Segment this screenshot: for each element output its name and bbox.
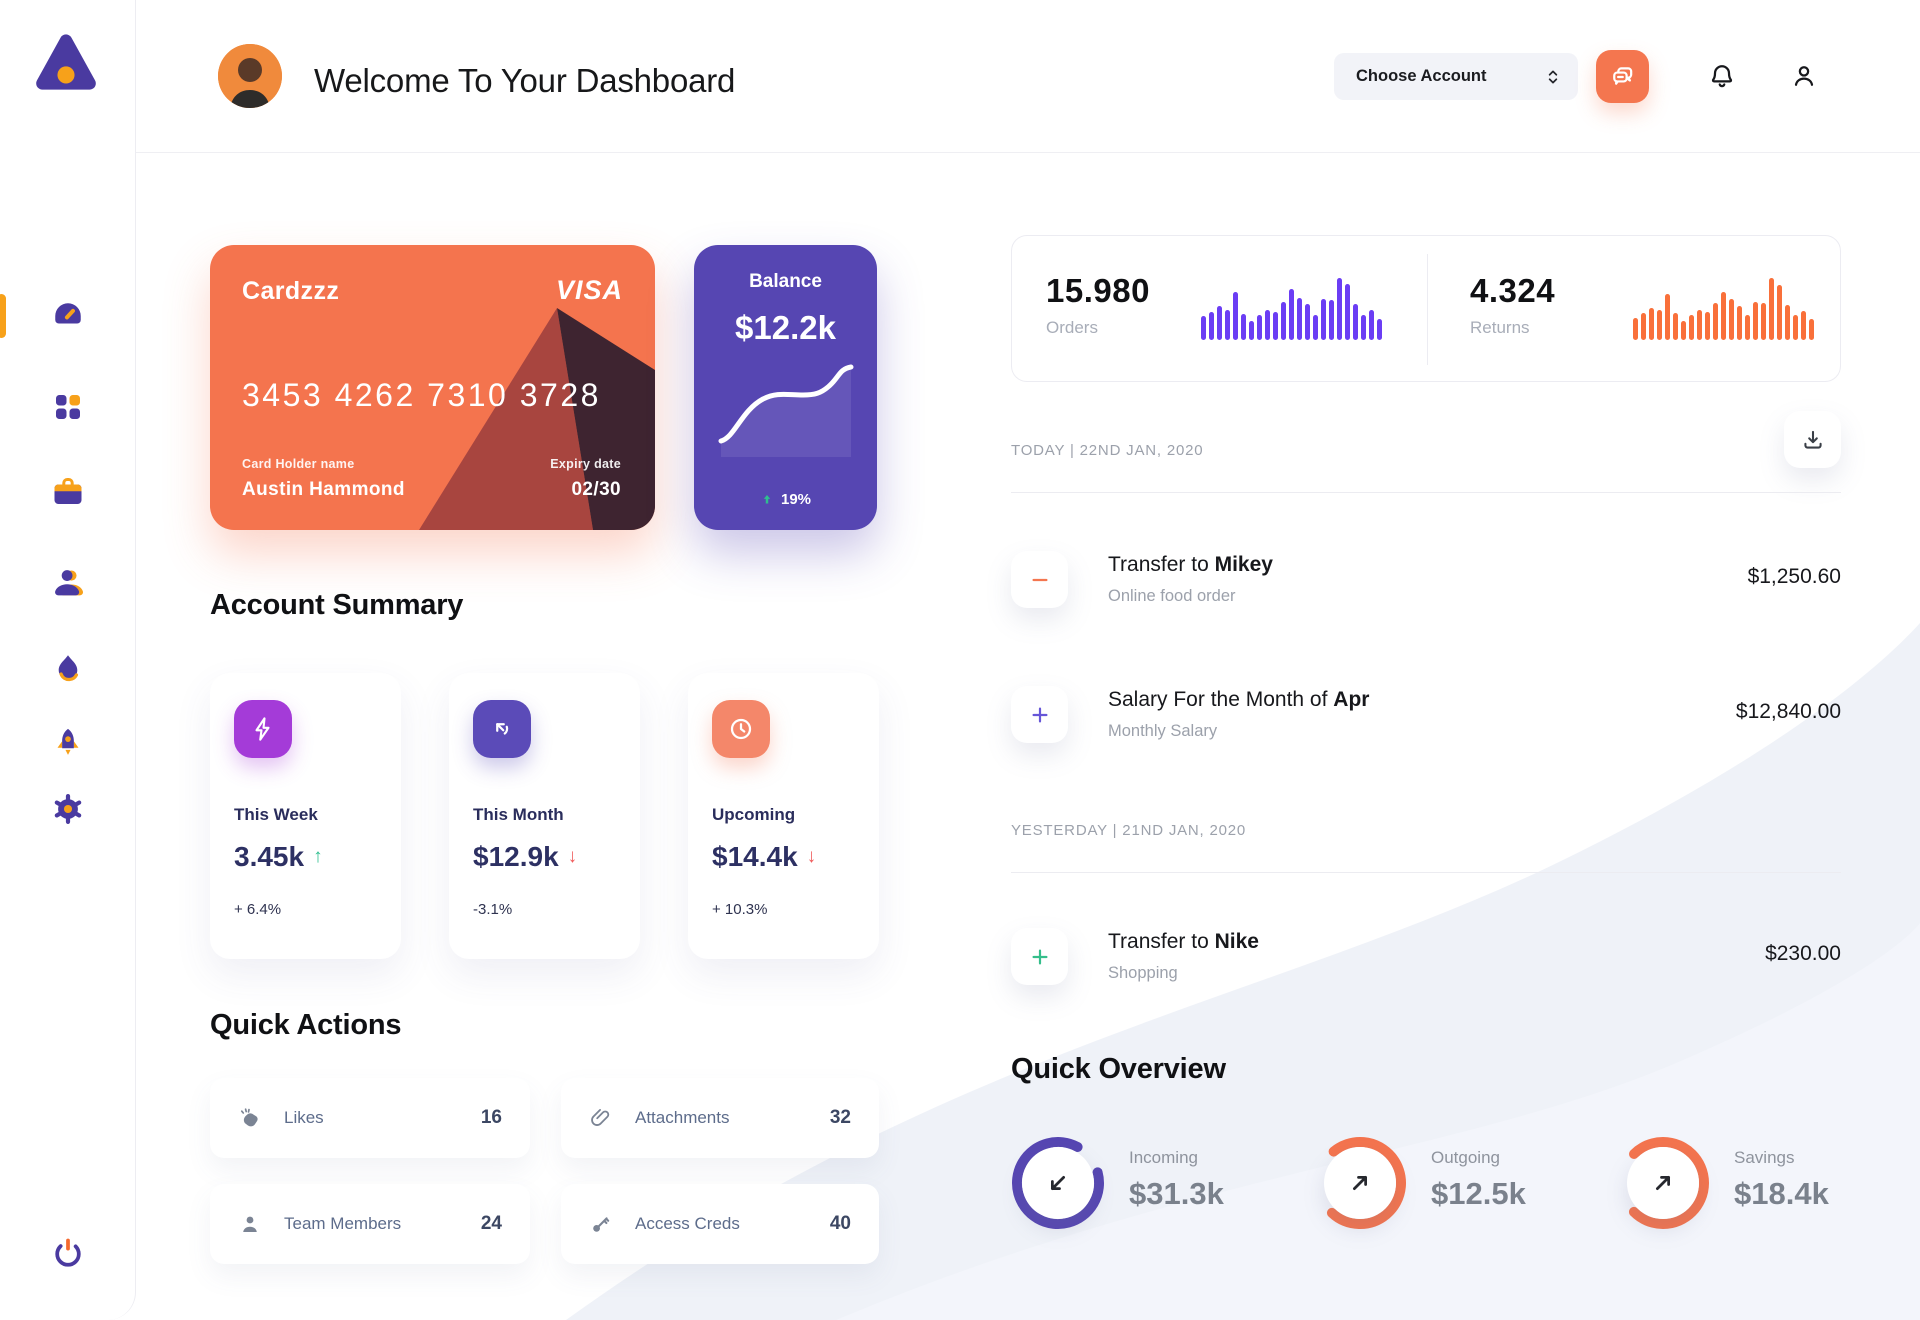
overview-incoming: Incoming $31.3k bbox=[1011, 1136, 1311, 1256]
card-holder-name: Austin Hammond bbox=[242, 479, 405, 500]
sidebar-item-trending[interactable] bbox=[0, 641, 136, 697]
profile-button[interactable] bbox=[1786, 58, 1822, 94]
chevron-updown-icon bbox=[1548, 70, 1558, 83]
outgoing-donut bbox=[1313, 1136, 1407, 1230]
minus-icon bbox=[1011, 551, 1068, 608]
sidebar-item-logout[interactable] bbox=[0, 1226, 136, 1282]
app-logo[interactable] bbox=[30, 26, 102, 98]
notifications-button[interactable] bbox=[1704, 58, 1740, 94]
key-icon bbox=[593, 1217, 610, 1232]
grid-icon bbox=[56, 395, 80, 419]
quick-action-access-creds[interactable]: Access Creds 40 bbox=[561, 1184, 879, 1264]
account-selector[interactable]: Choose Account bbox=[1334, 53, 1578, 100]
overview-savings: Savings $18.4k bbox=[1616, 1136, 1916, 1256]
orders-label: Orders bbox=[1046, 318, 1098, 337]
arrow-down-left-icon bbox=[1051, 1176, 1065, 1190]
summary-card-month[interactable]: This Month $12.9k ↓ -3.1% bbox=[449, 673, 640, 959]
transaction-row[interactable]: Salary For the Month of Apr Monthly Sala… bbox=[1011, 686, 1841, 764]
returns-value: 4.324 bbox=[1470, 272, 1556, 309]
user-icon bbox=[55, 570, 84, 596]
incoming-donut bbox=[1011, 1136, 1105, 1230]
quick-action-likes[interactable]: Likes 16 bbox=[210, 1078, 530, 1158]
quick-action-attachments[interactable]: Attachments 32 bbox=[561, 1078, 879, 1158]
top-header: Welcome To Your Dashboard Choose Account bbox=[136, 0, 1920, 153]
arrows-icon bbox=[496, 723, 509, 735]
account-summary-title: Account Summary bbox=[210, 589, 464, 621]
plus-icon bbox=[1011, 686, 1068, 743]
returns-label: Returns bbox=[1470, 318, 1530, 337]
trend-up-icon: ↑ bbox=[313, 846, 323, 867]
clap-icon bbox=[240, 1108, 258, 1127]
summary-card-week[interactable]: This Week 3.45k ↑ + 6.4% bbox=[210, 673, 401, 959]
expiry-date: 02/30 bbox=[571, 479, 621, 500]
card-name: Cardzzz bbox=[242, 277, 340, 305]
orders-bar-chart bbox=[1201, 278, 1382, 340]
divider bbox=[1427, 254, 1428, 365]
transaction-row[interactable]: Transfer to Mikey Online food order $1,2… bbox=[1011, 551, 1841, 629]
user-profile-icon bbox=[1794, 66, 1814, 86]
card-number: 3453 4262 7310 3728 bbox=[242, 377, 601, 413]
divider bbox=[1011, 492, 1841, 493]
credit-card[interactable]: Cardzzz VISA 3453 4262 7310 3728 Card Ho… bbox=[210, 245, 655, 530]
download-icon bbox=[1803, 430, 1822, 449]
rocket-icon bbox=[57, 728, 79, 755]
sidebar-item-dashboard[interactable] bbox=[0, 288, 136, 344]
clock-icon bbox=[730, 718, 752, 740]
balance-sparkline bbox=[718, 364, 853, 457]
orders-value: 15.980 bbox=[1046, 272, 1150, 309]
gauge-icon bbox=[55, 303, 81, 324]
arrow-up-right-icon bbox=[1353, 1176, 1367, 1190]
active-indicator bbox=[0, 294, 6, 338]
main-content: Cardzzz VISA 3453 4262 7310 3728 Card Ho… bbox=[136, 153, 1920, 1320]
up-arrow-icon bbox=[763, 494, 771, 503]
trend-down-icon: ↓ bbox=[806, 846, 817, 867]
today-header: TODAY | 22ND JAN, 2020 bbox=[1011, 442, 1204, 459]
briefcase-icon bbox=[54, 478, 82, 504]
paperclip-icon bbox=[591, 1109, 610, 1126]
divider bbox=[1011, 872, 1841, 873]
summary-card-upcoming[interactable]: Upcoming $14.4k ↓ + 10.3% bbox=[688, 673, 879, 959]
sidebar-item-categories[interactable] bbox=[0, 379, 136, 435]
trend-down-icon: ↓ bbox=[567, 846, 578, 867]
sidebar-item-settings[interactable] bbox=[0, 781, 136, 837]
sidebar-item-boost[interactable] bbox=[0, 715, 136, 771]
returns-bar-chart bbox=[1633, 278, 1814, 340]
sidebar-item-team[interactable] bbox=[0, 554, 136, 610]
yesterday-header: YESTERDAY | 21ND JAN, 2020 bbox=[1011, 822, 1247, 839]
chat-bubbles-icon bbox=[1612, 66, 1632, 85]
quick-overview-title: Quick Overview bbox=[1011, 1053, 1226, 1085]
download-button[interactable] bbox=[1784, 411, 1841, 468]
gear-icon bbox=[54, 794, 82, 824]
arrow-up-right-icon bbox=[1656, 1176, 1670, 1190]
overview-outgoing: Outgoing $12.5k bbox=[1313, 1136, 1613, 1256]
quick-action-team-members[interactable]: Team Members 24 bbox=[210, 1184, 530, 1264]
savings-donut bbox=[1616, 1136, 1710, 1230]
orders-returns-card: 15.980 Orders 4.324 Returns bbox=[1011, 235, 1841, 382]
lightning-icon bbox=[255, 717, 270, 741]
balance-change: 19% bbox=[694, 491, 877, 508]
sidebar-item-work[interactable] bbox=[0, 464, 136, 520]
balance-label: Balance bbox=[749, 271, 822, 292]
balance-value: $12.2k bbox=[735, 309, 836, 346]
expiry-label: Expiry date bbox=[550, 457, 621, 471]
card-holder-label: Card Holder name bbox=[242, 457, 355, 471]
flame-icon bbox=[58, 655, 79, 682]
page-title: Welcome To Your Dashboard bbox=[314, 62, 736, 99]
user-avatar[interactable] bbox=[218, 44, 282, 108]
card-decoration bbox=[419, 308, 655, 530]
chat-button[interactable] bbox=[1596, 50, 1649, 103]
notification-bell-icon bbox=[1711, 65, 1733, 88]
member-icon bbox=[243, 1216, 257, 1232]
power-icon bbox=[55, 1238, 81, 1267]
transaction-row[interactable]: Transfer to Nike Shopping $230.00 bbox=[1011, 928, 1841, 1006]
balance-card[interactable]: Balance $12.2k 19% bbox=[694, 245, 877, 530]
plus-icon bbox=[1011, 928, 1068, 985]
visa-logo: VISA bbox=[555, 275, 623, 305]
sidebar bbox=[0, 0, 136, 1320]
quick-actions-title: Quick Actions bbox=[210, 1009, 402, 1041]
